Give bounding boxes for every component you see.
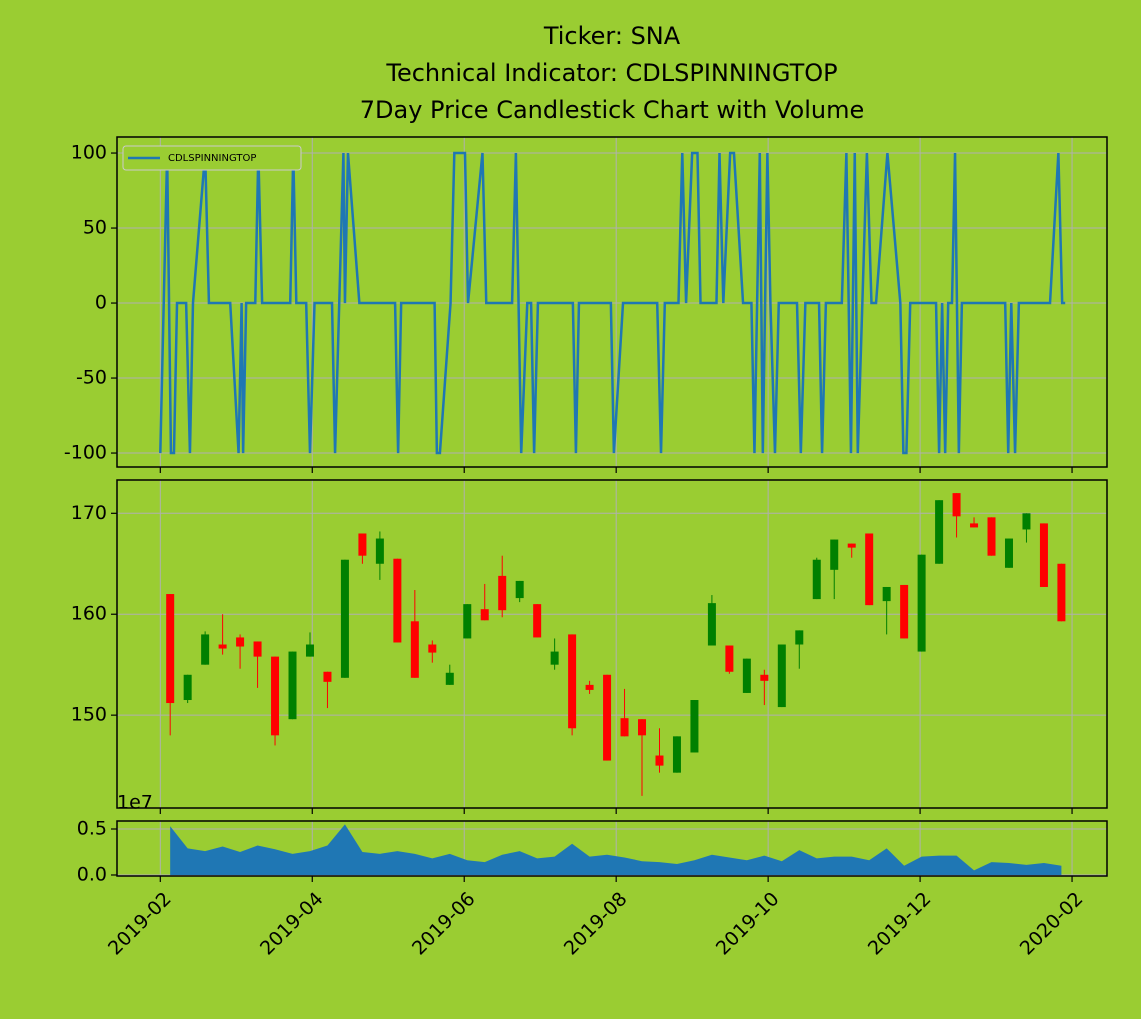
- y-tick-label: 170: [71, 502, 107, 524]
- chart-title: Technical Indicator: CDLSPINNINGTOP: [385, 59, 837, 87]
- legend-label: CDLSPINNINGTOP: [168, 153, 256, 164]
- candle-body: [166, 594, 175, 704]
- candle-body: [201, 634, 210, 665]
- candle-body: [707, 603, 716, 646]
- candle-body: [480, 609, 489, 621]
- candle-body: [655, 755, 664, 766]
- candle-body: [393, 558, 402, 643]
- candle-body: [218, 644, 227, 649]
- candle-body: [236, 637, 245, 647]
- candle-body: [463, 604, 472, 639]
- candle-body: [358, 533, 367, 556]
- y-tick-label: 0.0: [77, 863, 107, 885]
- candle-body: [865, 533, 874, 606]
- y-tick-label: 0: [95, 292, 107, 314]
- candle-body: [620, 718, 629, 737]
- plot-marks: [170, 824, 1062, 875]
- candle-body: [760, 674, 769, 681]
- candle-body: [917, 554, 926, 652]
- candle-body: [952, 493, 961, 517]
- candle-body: [812, 559, 821, 600]
- candle-body: [970, 523, 979, 528]
- candle-body: [183, 674, 192, 701]
- y-tick-label: 100: [71, 142, 107, 164]
- candle-body: [777, 644, 786, 708]
- offset-label: 1e7: [117, 792, 153, 814]
- plot-frame: [116, 136, 1108, 468]
- y-tick-label: 0.5: [77, 818, 107, 840]
- candle-body: [882, 586, 891, 602]
- chart-title: Ticker: SNA: [543, 22, 681, 50]
- candle-body: [410, 621, 419, 678]
- candle-body: [1057, 563, 1066, 622]
- candle-body: [638, 719, 647, 736]
- candle-body: [1039, 523, 1048, 587]
- chart-title: 7Day Price Candlestick Chart with Volume: [360, 96, 865, 124]
- candle-body: [935, 500, 944, 564]
- candle-body: [847, 543, 856, 548]
- candle-body: [1004, 538, 1013, 568]
- candle-body: [428, 644, 437, 653]
- candle-body: [340, 559, 349, 678]
- candle-body: [375, 538, 384, 564]
- plot-marks: [166, 493, 1066, 796]
- candle-body: [533, 604, 542, 638]
- candle-body: [288, 651, 297, 720]
- candle-body: [742, 658, 751, 693]
- y-tick-label: 50: [83, 217, 107, 239]
- candle-body: [830, 539, 839, 570]
- y-tick-label: 160: [71, 603, 107, 625]
- candle-body: [795, 630, 804, 645]
- candle-body: [271, 656, 280, 736]
- candle-body: [445, 672, 454, 685]
- candle-body: [305, 644, 314, 657]
- candle-body: [690, 700, 699, 753]
- y-tick-label: -100: [64, 442, 107, 464]
- legend-box: [122, 145, 302, 171]
- plot-marks: [159, 151, 1066, 455]
- candle-body: [672, 736, 681, 773]
- candle-body: [900, 584, 909, 639]
- candle-body: [515, 580, 524, 599]
- candle-body: [1022, 513, 1031, 530]
- candle-body: [987, 517, 996, 556]
- candle-body: [253, 641, 262, 657]
- candle-body: [603, 674, 612, 761]
- candle-body: [568, 634, 577, 729]
- volume-area: [170, 824, 1062, 875]
- candle-body: [323, 671, 332, 682]
- candle-body: [585, 684, 594, 690]
- candle-body: [550, 651, 559, 665]
- candle-body: [725, 645, 734, 672]
- y-tick-label: 150: [71, 704, 107, 726]
- y-tick-label: -50: [76, 367, 107, 389]
- plot-frame: [116, 479, 1108, 809]
- plot-area: [117, 480, 1107, 808]
- line-series: [159, 151, 1066, 455]
- plot-frame: [116, 820, 1108, 877]
- candle-body: [498, 575, 507, 611]
